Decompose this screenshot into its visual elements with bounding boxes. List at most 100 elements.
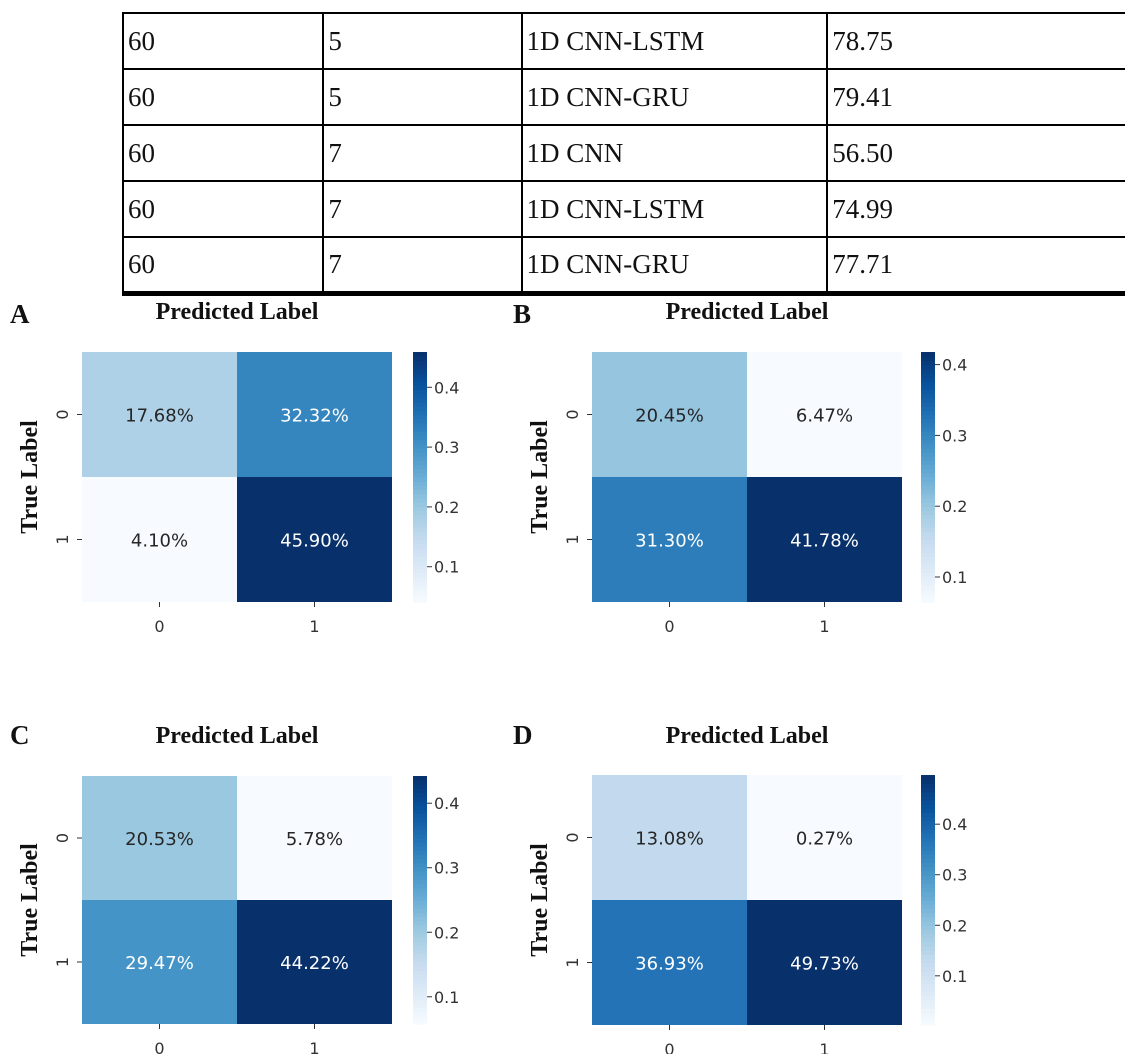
colorbar-segment	[921, 987, 935, 993]
table-cell: 60	[121, 68, 325, 126]
colorbar-segment	[413, 887, 427, 893]
colorbar-segment	[921, 812, 935, 818]
colorbar-segment	[921, 908, 935, 914]
x-tick-label: 0	[664, 617, 674, 636]
heatmap-cell	[592, 352, 747, 477]
colorbar-tick-label: 0.2	[942, 497, 967, 516]
colorbar-segment	[921, 443, 935, 449]
colorbar-segment	[921, 564, 935, 570]
colorbar-segment	[921, 597, 935, 603]
x-tick-label: 0	[664, 1040, 674, 1054]
colorbar-segment	[413, 447, 427, 453]
colorbar-segment	[921, 958, 935, 964]
colorbar-segment	[921, 414, 935, 420]
colorbar-segment	[413, 982, 427, 988]
colorbar-segment	[921, 841, 935, 847]
colorbar-tick-label: 0.4	[434, 378, 459, 397]
table-cell: 7	[322, 124, 523, 182]
table-row: 60 5 1D CNN-LSTM 78.75	[121, 12, 1125, 70]
colorbar-segment	[413, 833, 427, 839]
colorbar-segment	[921, 962, 935, 968]
colorbar-segment	[413, 829, 427, 835]
colorbar-segment	[921, 539, 935, 545]
colorbar-segment	[413, 990, 427, 996]
colorbar-segment	[921, 866, 935, 872]
colorbar-segment	[413, 589, 427, 595]
table-cell: 1D CNN-LSTM	[520, 180, 829, 238]
colorbar-segment	[413, 817, 427, 823]
table-row: 60 7 1D CNN 56.50	[121, 124, 1125, 182]
y-tick-label: 1	[563, 534, 582, 544]
colorbar-segment	[413, 560, 427, 566]
colorbar-segment	[921, 837, 935, 843]
colorbar-segment	[921, 904, 935, 909]
colorbar-segment	[921, 879, 935, 884]
colorbar-segment	[921, 862, 935, 868]
colorbar-segment	[413, 920, 427, 926]
colorbar-segment	[921, 829, 935, 834]
colorbar-segment	[921, 502, 935, 507]
colorbar-segment	[921, 364, 935, 370]
colorbar-segment	[921, 460, 935, 466]
colorbar-segment	[413, 854, 427, 860]
table-cell: 78.75	[826, 12, 1125, 70]
colorbar-segment	[413, 895, 427, 901]
heatmap-cell	[592, 477, 747, 602]
heatmap-cell	[747, 900, 902, 1025]
colorbar-segment	[413, 945, 427, 951]
colorbar-segment	[413, 364, 427, 370]
colorbar-segment	[921, 368, 935, 374]
table-cell: 1D CNN	[520, 124, 829, 182]
colorbar-segment	[413, 879, 427, 885]
cell-value-label: 13.08%	[635, 829, 704, 850]
colorbar-segment	[413, 510, 427, 516]
colorbar-segment	[921, 372, 935, 378]
table-row: 60 5 1D CNN-GRU 79.41	[121, 68, 1125, 126]
colorbar-tick-label: 0.2	[434, 498, 459, 517]
colorbar-segment	[413, 368, 427, 374]
colorbar-segment	[413, 460, 427, 466]
heatmap-cell	[82, 776, 237, 900]
cell-value-label: 5.78%	[286, 829, 343, 850]
axis-title-predicted-label: Predicted Label	[666, 299, 829, 325]
table-cell: 7	[322, 180, 523, 238]
colorbar-segment	[921, 929, 935, 934]
colorbar-segment	[921, 352, 935, 357]
colorbar-segment	[413, 556, 427, 561]
colorbar-segment	[413, 912, 427, 918]
colorbar-segment	[413, 547, 427, 553]
table-cell: 60	[121, 124, 325, 182]
colorbar-segment	[921, 970, 935, 976]
colorbar-segment	[413, 568, 427, 574]
table-cell: 74.99	[826, 180, 1125, 238]
confusion-matrix-panel-b: B Predicted Label True Label 20.45% 6.47% 31.…	[513, 299, 967, 636]
colorbar-segment	[921, 497, 935, 503]
y-tick-label: 0	[563, 832, 582, 842]
heatmap-cell	[82, 352, 237, 477]
colorbar-segment	[921, 531, 935, 536]
colorbar-segment	[413, 966, 427, 971]
colorbar-segment	[921, 870, 935, 876]
colorbar-segment	[413, 1007, 427, 1013]
colorbar-segment	[921, 937, 935, 943]
colorbar-segment	[921, 360, 935, 366]
colorbar-segment	[413, 995, 427, 1000]
colorbar-segment	[413, 780, 427, 785]
colorbar-segment	[413, 418, 427, 424]
cell-value-label: 49.73%	[790, 954, 859, 975]
colorbar-segment	[921, 393, 935, 399]
colorbar-tick-label: 0.3	[942, 426, 967, 445]
colorbar-segment	[413, 439, 427, 445]
colorbar-segment	[413, 937, 427, 942]
colorbar-segment	[413, 472, 427, 478]
colorbar-segment	[921, 883, 935, 889]
colorbar-segment	[921, 518, 935, 524]
colorbar-segment	[413, 402, 427, 407]
colorbar-segment	[921, 833, 935, 839]
y-tick-label: 0	[53, 833, 72, 843]
colorbar-segment	[921, 1008, 935, 1014]
confusion-matrix-panel-a: A Predicted Label True Label 17.68% 32.32% 4.…	[10, 299, 459, 636]
colorbar-segment	[413, 974, 427, 980]
colorbar-segment	[413, 360, 427, 366]
colorbar-segment	[921, 435, 935, 441]
